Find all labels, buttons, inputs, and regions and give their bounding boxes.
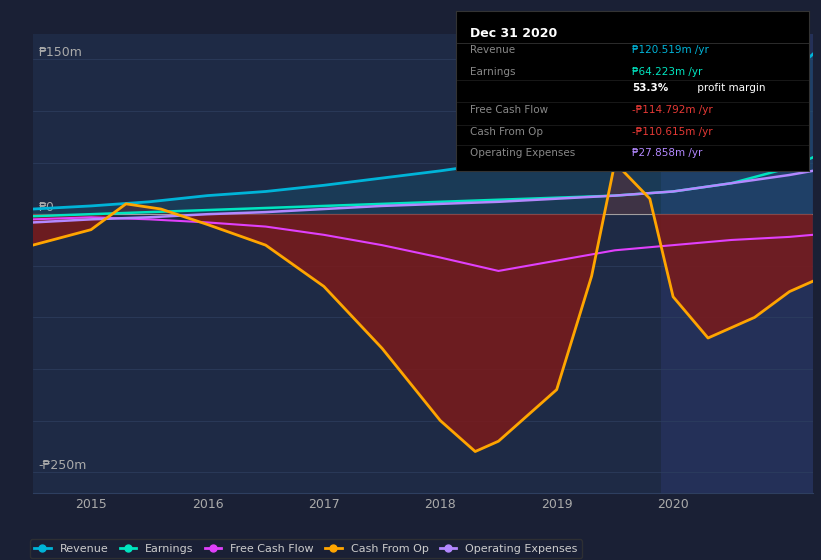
- Text: Revenue: Revenue: [470, 44, 515, 54]
- Text: 53.3%: 53.3%: [632, 83, 668, 93]
- Text: -₱250m: -₱250m: [39, 459, 87, 472]
- Bar: [662, 34, 813, 493]
- Text: ₱120.519m /yr: ₱120.519m /yr: [632, 44, 709, 54]
- Text: -₱110.615m /yr: -₱110.615m /yr: [632, 128, 713, 138]
- Text: ₱0: ₱0: [39, 201, 54, 214]
- Text: Free Cash Flow: Free Cash Flow: [470, 105, 548, 115]
- Legend: Revenue, Earnings, Free Cash Flow, Cash From Op, Operating Expenses: Revenue, Earnings, Free Cash Flow, Cash …: [30, 539, 582, 558]
- Text: Cash From Op: Cash From Op: [470, 128, 543, 138]
- Text: -₱114.792m /yr: -₱114.792m /yr: [632, 105, 713, 115]
- Text: ₱64.223m /yr: ₱64.223m /yr: [632, 67, 703, 77]
- Text: profit margin: profit margin: [694, 83, 765, 93]
- Text: Operating Expenses: Operating Expenses: [470, 148, 575, 158]
- Text: ₱27.858m /yr: ₱27.858m /yr: [632, 148, 703, 158]
- Text: Earnings: Earnings: [470, 67, 516, 77]
- Text: Dec 31 2020: Dec 31 2020: [470, 27, 557, 40]
- Text: ₱150m: ₱150m: [39, 46, 83, 59]
